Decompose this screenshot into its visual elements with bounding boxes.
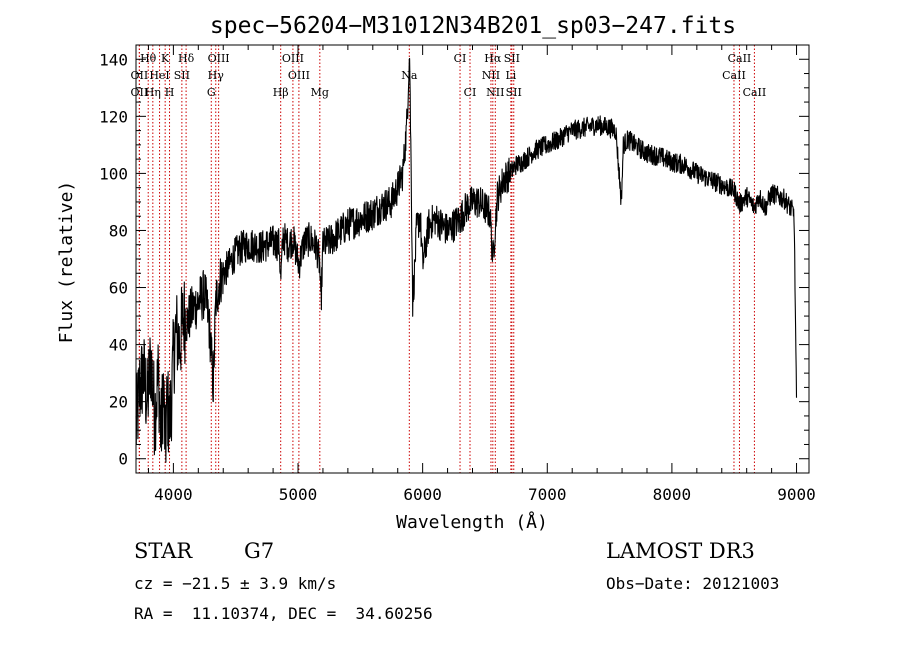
line-label: CaII [728,52,752,65]
line-label: Mg [311,86,329,99]
y-tick-label: 80 [109,221,128,240]
coordinates: RA = 11.10374, DEC = 34.60256 [134,604,433,623]
line-label: Hη [145,86,161,99]
line-label: Hγ [208,69,225,82]
line-label: K [161,52,170,65]
y-tick-label: 0 [118,450,128,469]
spectrum-line [135,57,798,463]
spectral-line-markers [138,45,755,473]
line-label: Li [505,69,516,82]
y-tick-label: 20 [109,393,128,412]
x-tick-label: 8000 [653,485,692,504]
survey-name: LAMOST DR3 [606,539,755,563]
line-label: Hα [484,52,502,65]
redshift-cz: cz = −21.5 ± 3.9 km/s [134,574,337,593]
x-tick-label: 9000 [777,485,816,504]
line-label: OII [131,86,149,99]
x-axis-label: Wavelength (Å) [396,511,548,533]
x-axis: 4000 5000 6000 7000 8000 9000 [147,45,816,504]
line-label: CI [454,52,467,65]
line-label: NII [486,86,504,99]
line-label: H [165,86,175,99]
object-type: STAR [134,539,193,563]
line-label: Hβ [273,86,289,99]
line-label: CI [464,86,477,99]
y-tick-label: 120 [99,107,128,126]
y-axis: 0 20 40 60 80 100 120 140 [99,44,809,469]
y-tick-label: 140 [99,50,128,69]
line-label: NII [482,69,500,82]
line-label: SII [174,69,190,82]
line-label: CaII [722,69,746,82]
y-tick-label: 60 [109,279,128,298]
observation-date: Obs−Date: 20121003 [606,574,780,593]
line-label: SII [504,52,520,65]
x-tick-label: 5000 [279,485,318,504]
spectral-subclass: G7 [244,539,275,563]
y-axis-label: Flux (relative) [56,181,77,344]
line-label: G [207,86,216,99]
line-label: SII [506,86,522,99]
line-label: Hθ [140,52,157,65]
line-label: OII [131,69,149,82]
y-tick-label: 40 [109,336,128,355]
x-tick-label: 6000 [403,485,442,504]
x-tick-label: 4000 [154,485,193,504]
line-label: HeI [149,69,169,82]
line-label: OIII [288,69,310,82]
y-tick-label: 100 [99,164,128,183]
line-label: Hδ [178,52,195,65]
line-label: OIII [282,52,304,65]
line-label: CaII [743,86,767,99]
x-tick-label: 7000 [528,485,567,504]
plot-frame [135,44,810,474]
line-label: OIII [208,52,230,65]
chart-title: spec−56204−M31012N34B201_sp03−247.fits [210,13,736,39]
